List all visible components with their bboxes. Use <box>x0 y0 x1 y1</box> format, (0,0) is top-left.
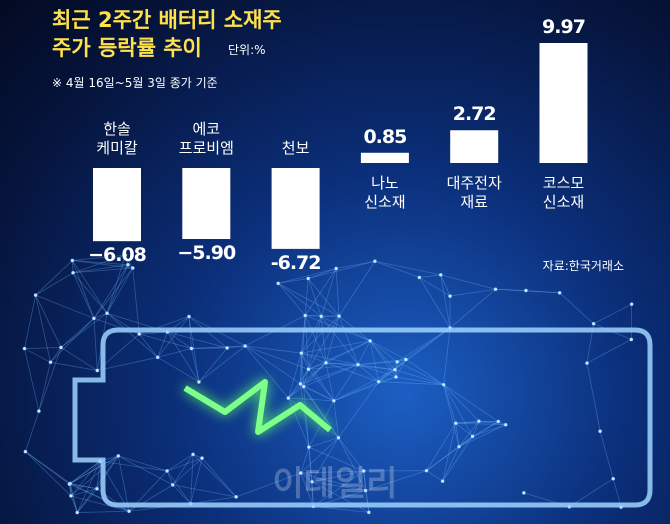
title-line: 최근 2주간 배터리 소재주 <box>52 8 282 32</box>
category-label: 대주전자 재료 <box>446 174 502 211</box>
category-label: 천보 <box>281 139 310 157</box>
category-label: 한솔 케미칼 <box>96 120 138 157</box>
bar <box>539 43 588 163</box>
value-label: −5.90 <box>177 242 236 264</box>
value-label: 0.85 <box>363 125 407 148</box>
value-label: −6.08 <box>88 244 147 267</box>
watermark: 이데일리 <box>272 464 397 504</box>
category-label: 코스모 신소재 <box>542 174 585 211</box>
bar <box>271 168 320 249</box>
value-label: 2.72 <box>452 103 497 126</box>
bar <box>182 168 231 240</box>
unit: 단위:% <box>228 43 266 57</box>
note: ※ 4월 16일~5월 3일 종가 기준 <box>52 76 218 90</box>
bar <box>450 130 499 163</box>
category-label: 에코 프로비엠 <box>178 120 234 157</box>
battery-outline <box>72 327 653 508</box>
value-label: -6.72 <box>270 251 322 274</box>
value-label: 9.97 <box>542 16 586 38</box>
bar <box>360 152 409 163</box>
bar <box>93 168 141 242</box>
title-line: 주가 등락률 추이 <box>52 36 202 60</box>
source: 자료:한국거래소 <box>543 259 624 273</box>
lightning <box>183 379 332 435</box>
category-label: 나노 신소재 <box>364 174 406 211</box>
